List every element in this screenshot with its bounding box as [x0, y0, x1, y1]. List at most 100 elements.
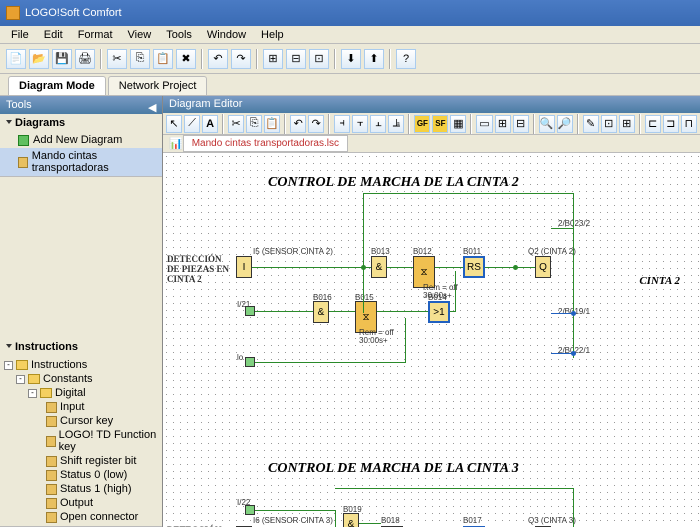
block-i21[interactable] [245, 306, 255, 316]
open-icon[interactable]: 📂 [29, 49, 49, 69]
tree-digital[interactable]: -Digital [0, 386, 162, 400]
tree-instructions[interactable]: -Instructions [0, 358, 162, 372]
label-deteccion2: DETECCIÓN DE PIEZAS EN CINTA 2 [167, 254, 232, 284]
al-b-icon[interactable]: ⫡ [388, 115, 404, 133]
label-q2: Q2 (CINTA 2) [528, 247, 576, 256]
transfer1-icon[interactable]: ⬇ [341, 49, 361, 69]
tree-cursor-key[interactable]: Cursor key [0, 414, 162, 428]
label-cinta2: CINTA 2 [639, 275, 680, 287]
block-Q2[interactable]: Q [535, 256, 551, 278]
sidebar: Tools ◀ Diagrams Add New Diagram Mando c… [0, 96, 163, 527]
tab-diagram-mode[interactable]: Diagram Mode [8, 76, 106, 95]
p1-icon[interactable]: ✎ [583, 115, 599, 133]
block-I5[interactable]: I [236, 256, 252, 278]
block-and-b019[interactable]: & [343, 513, 359, 527]
align1-icon[interactable]: ⊞ [263, 49, 283, 69]
block-and-b016[interactable]: & [313, 301, 329, 323]
menu-format[interactable]: Format [71, 28, 120, 42]
copy-icon[interactable]: ⎘ [130, 49, 150, 69]
w1-icon[interactable]: ⊏ [645, 115, 661, 133]
w2-icon[interactable]: ⊐ [663, 115, 679, 133]
al-r-icon[interactable]: ⫟ [352, 115, 368, 133]
save-icon[interactable]: 💾 [52, 49, 72, 69]
diagram-item-current[interactable]: Mando cintas transportadoras [0, 148, 162, 176]
w3-icon[interactable]: ⊓ [681, 115, 697, 133]
sim-icon[interactable]: ▦ [450, 115, 466, 133]
g1-icon[interactable]: ▭ [476, 115, 492, 133]
gf-icon[interactable]: GF [414, 115, 430, 133]
tree-constants[interactable]: -Constants [0, 372, 162, 386]
tree-open-conn[interactable]: Open connector [0, 510, 162, 524]
cut2-icon[interactable]: ✂ [228, 115, 244, 133]
redo-icon[interactable]: ↷ [231, 49, 251, 69]
app-icon [6, 6, 20, 20]
main-toolbar: 📄 📂 💾 🖨 ✂ ⎘ 📋 ✖ ↶ ↷ ⊞ ⊟ ⊡ ⬇ ⬆ ? [0, 44, 700, 74]
diagrams-section[interactable]: Diagrams [0, 114, 162, 132]
label-q3: Q3 (CINTA 3) [528, 516, 576, 525]
g2-icon[interactable]: ⊞ [495, 115, 511, 133]
al-t-icon[interactable]: ⫠ [370, 115, 386, 133]
zin-icon[interactable]: 🔍 [539, 115, 555, 133]
zout-icon[interactable]: 🔎 [557, 115, 573, 133]
label-i-lo: lo [237, 353, 243, 362]
al-l-icon[interactable]: ⫞ [334, 115, 350, 133]
menu-view[interactable]: View [121, 28, 159, 42]
print-icon[interactable]: 🖨 [75, 49, 95, 69]
paste2-icon[interactable]: 📋 [264, 115, 280, 133]
p3-icon[interactable]: ⊞ [619, 115, 635, 133]
undo-icon[interactable]: ↶ [208, 49, 228, 69]
transfer2-icon[interactable]: ⬆ [364, 49, 384, 69]
select-icon[interactable]: ↖ [166, 115, 182, 133]
tree-input[interactable]: Input [0, 400, 162, 414]
redo2-icon[interactable]: ↷ [308, 115, 324, 133]
text-icon[interactable]: A [202, 115, 218, 133]
canvas[interactable]: CONTROL DE MARCHA DE LA CINTA 2 DETECCIÓ… [163, 153, 700, 527]
menu-tools[interactable]: Tools [159, 28, 199, 42]
p2-icon[interactable]: ⊡ [601, 115, 617, 133]
delete-icon[interactable]: ✖ [176, 49, 196, 69]
tree-status0[interactable]: Status 0 (low) [0, 468, 162, 482]
editor-panel: Diagram Editor ↖ ⟋ A ✂ ⎘ 📋 ↶ ↷ ⫞ ⫟ ⫠ ⫡ G… [163, 96, 700, 527]
tree-td-fkey[interactable]: LOGO! TD Function key [0, 428, 162, 454]
help-icon[interactable]: ? [396, 49, 416, 69]
collapse-icon[interactable]: ◀ [148, 101, 156, 109]
copy2-icon[interactable]: ⎘ [246, 115, 262, 133]
undo2-icon[interactable]: ↶ [290, 115, 306, 133]
block-ge1-b014[interactable]: >1 [428, 301, 450, 323]
paste-icon[interactable]: 📋 [153, 49, 173, 69]
link-icon[interactable]: ⟋ [184, 115, 200, 133]
block-rs-b011[interactable]: RS [463, 256, 485, 278]
cut-icon[interactable]: ✂ [107, 49, 127, 69]
block-and-b013[interactable]: & [371, 256, 387, 278]
menu-file[interactable]: File [4, 28, 36, 42]
sf-icon[interactable]: SF [432, 115, 448, 133]
block-i22[interactable] [245, 505, 255, 515]
menu-help[interactable]: Help [254, 28, 291, 42]
label-sensor3: I6 (SENSOR CINTA 3) [253, 516, 333, 525]
title-bar: LOGO!Soft Comfort [0, 0, 700, 26]
menu-bar: File Edit Format View Tools Window Help [0, 26, 700, 44]
g3-icon[interactable]: ⊟ [513, 115, 529, 133]
tree-shift-reg[interactable]: Shift register bit [0, 454, 162, 468]
menu-window[interactable]: Window [200, 28, 253, 42]
editor-toolbar: ↖ ⟋ A ✂ ⎘ 📋 ↶ ↷ ⫞ ⫟ ⫠ ⫡ GF SF ▦ ▭ ⊞ ⊟ 🔍 … [163, 113, 700, 135]
file-tab-bar: 📊 Mando cintas transportadoras.lsc [163, 135, 700, 153]
new-icon[interactable]: 📄 [6, 49, 26, 69]
instruction-tree: -Instructions -Constants -Digital Input … [0, 356, 162, 526]
label-sensor2: I5 (SENSOR CINTA 2) [253, 247, 333, 256]
add-new-diagram[interactable]: Add New Diagram [0, 132, 162, 148]
align3-icon[interactable]: ⊡ [309, 49, 329, 69]
tree-output[interactable]: Output [0, 496, 162, 510]
label-b023: 2/B023/2 [558, 219, 590, 228]
align2-icon[interactable]: ⊟ [286, 49, 306, 69]
editor-header: Diagram Editor [163, 96, 700, 113]
tab-network-project[interactable]: Network Project [108, 76, 208, 95]
instructions-section[interactable]: Instructions [0, 338, 162, 356]
file-tab[interactable]: Mando cintas transportadoras.lsc [183, 135, 348, 152]
mode-tabs: Diagram Mode Network Project [0, 74, 700, 96]
title-cinta3: CONTROL DE MARCHA DE LA CINTA 3 [268, 461, 519, 477]
block-lo[interactable] [245, 357, 255, 367]
menu-edit[interactable]: Edit [37, 28, 70, 42]
tree-status1[interactable]: Status 1 (high) [0, 482, 162, 496]
tools-header: Tools ◀ [0, 96, 162, 114]
